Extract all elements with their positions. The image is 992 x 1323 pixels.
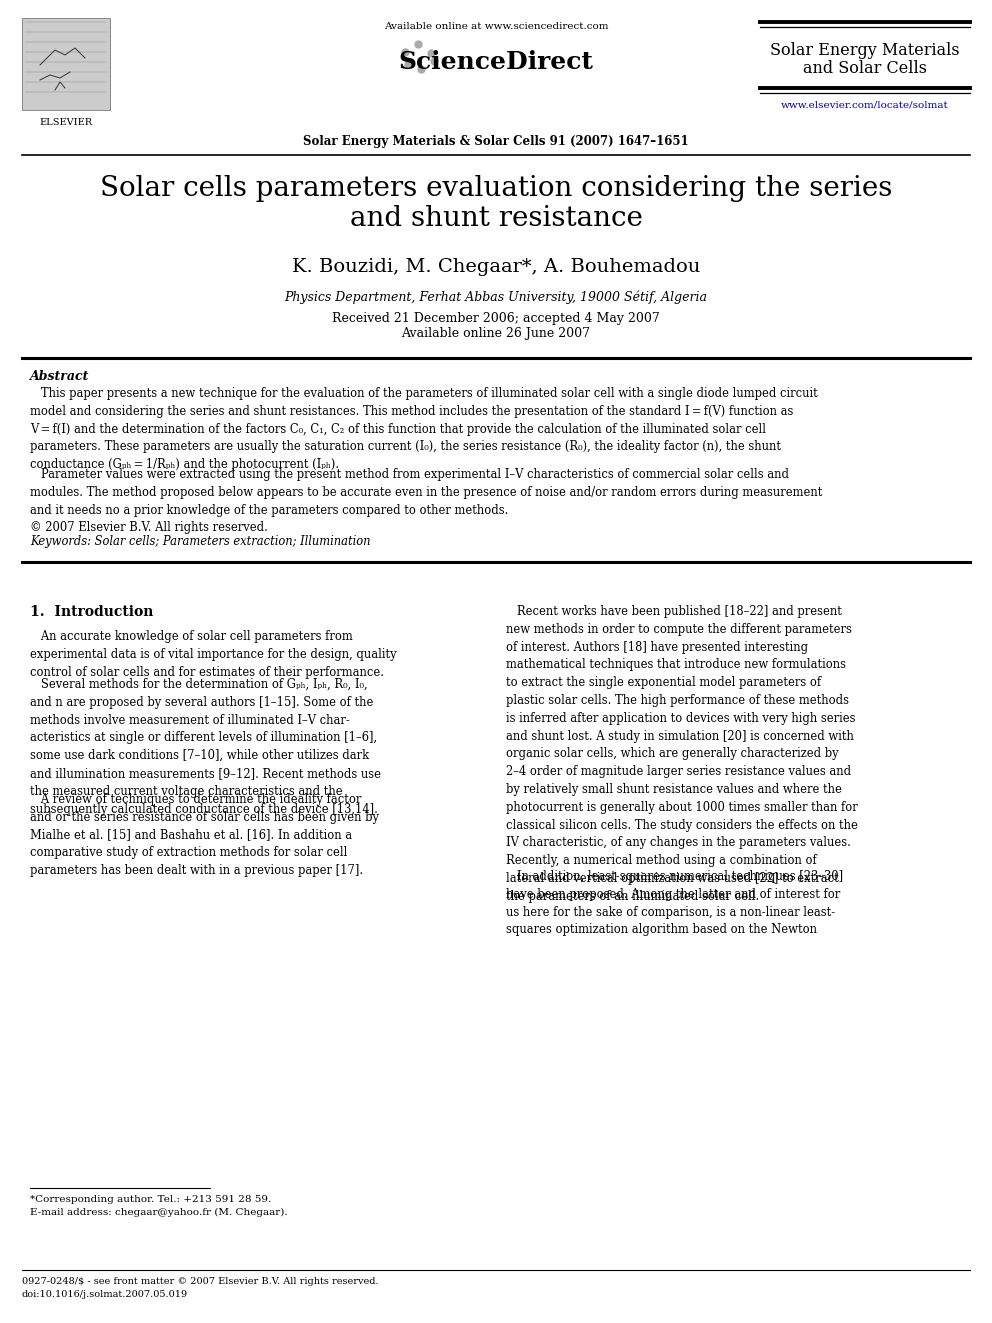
Text: An accurate knowledge of solar cell parameters from
experimental data is of vita: An accurate knowledge of solar cell para…: [30, 630, 397, 679]
Text: Received 21 December 2006; accepted 4 May 2007: Received 21 December 2006; accepted 4 Ma…: [332, 312, 660, 325]
Text: Recent works have been published [18–22] and present
new methods in order to com: Recent works have been published [18–22]…: [506, 605, 858, 902]
Text: ELSEVIER: ELSEVIER: [40, 118, 92, 127]
Text: ScienceDirect: ScienceDirect: [399, 50, 593, 74]
Text: Solar Energy Materials & Solar Cells 91 (2007) 1647–1651: Solar Energy Materials & Solar Cells 91 …: [304, 135, 688, 148]
Text: E-mail address: chegaar@yahoo.fr (M. Chegaar).: E-mail address: chegaar@yahoo.fr (M. Che…: [30, 1208, 288, 1217]
Text: Several methods for the determination of Gₚₕ, Iₚₕ, R₀, I₀,
and n are proposed by: Several methods for the determination of…: [30, 677, 381, 815]
Text: www.elsevier.com/locate/solmat: www.elsevier.com/locate/solmat: [781, 101, 949, 108]
Text: Available online 26 June 2007: Available online 26 June 2007: [402, 327, 590, 340]
Bar: [22, 19, 110, 110]
Text: In addition, least-squares numerical techniques [23–30]
have been proposed. Amon: In addition, least-squares numerical tec…: [506, 871, 843, 937]
Text: K. Bouzidi, M. Chegaar*, A. Bouhemadou: K. Bouzidi, M. Chegaar*, A. Bouhemadou: [292, 258, 700, 277]
Text: A review of techniques to determine the ideality factor
and or the series resist: A review of techniques to determine the …: [30, 792, 379, 877]
Text: *Corresponding author. Tel.: +213 591 28 59.: *Corresponding author. Tel.: +213 591 28…: [30, 1195, 271, 1204]
Text: Keywords: Solar cells; Parameters extraction; Illumination: Keywords: Solar cells; Parameters extrac…: [30, 534, 370, 548]
Text: Abstract: Abstract: [30, 370, 89, 382]
Text: Parameter values were extracted using the present method from experimental I–V c: Parameter values were extracted using th…: [30, 468, 822, 534]
Text: 0927-0248/$ - see front matter © 2007 Elsevier B.V. All rights reserved.: 0927-0248/$ - see front matter © 2007 El…: [22, 1277, 379, 1286]
Text: and shunt resistance: and shunt resistance: [349, 205, 643, 232]
Text: This paper presents a new technique for the evaluation of the parameters of illu: This paper presents a new technique for …: [30, 388, 817, 471]
Text: and Solar Cells: and Solar Cells: [803, 60, 927, 77]
Text: Physics Department, Ferhat Abbas University, 19000 Sétif, Algeria: Physics Department, Ferhat Abbas Univers…: [285, 290, 707, 303]
Text: Solar Energy Materials: Solar Energy Materials: [770, 42, 960, 60]
Text: 1.  Introduction: 1. Introduction: [30, 605, 154, 619]
Text: Solar cells parameters evaluation considering the series: Solar cells parameters evaluation consid…: [100, 175, 892, 202]
Text: doi:10.1016/j.solmat.2007.05.019: doi:10.1016/j.solmat.2007.05.019: [22, 1290, 188, 1299]
Text: Available online at www.sciencedirect.com: Available online at www.sciencedirect.co…: [384, 22, 608, 30]
